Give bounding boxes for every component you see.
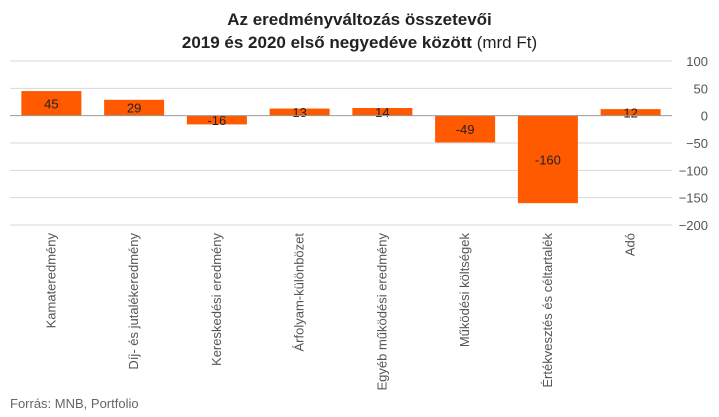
y-tick-label: −150 bbox=[679, 191, 708, 206]
bar bbox=[600, 109, 661, 116]
bar bbox=[352, 108, 413, 116]
x-tick-label: Árfolyam-különbözet bbox=[292, 233, 307, 352]
data-label: 29 bbox=[127, 101, 141, 116]
source-note: Forrás: MNB, Portfolio bbox=[10, 396, 139, 411]
data-label: 14 bbox=[375, 105, 389, 120]
data-label: 13 bbox=[292, 105, 306, 120]
title-line-1: Az eredményváltozás összetevői bbox=[227, 10, 492, 29]
y-tick-label: −100 bbox=[679, 163, 708, 178]
bar bbox=[104, 99, 165, 116]
bar bbox=[186, 115, 247, 125]
data-label: 45 bbox=[44, 96, 58, 111]
data-label: -16 bbox=[207, 113, 226, 128]
x-tick-label: Működési költségek bbox=[457, 233, 472, 348]
title-line-2: 2019 és 2020 első negyedéve között (mrd … bbox=[181, 33, 538, 52]
x-tick-label: Kamateredmény bbox=[43, 233, 58, 329]
y-tick-label: 0 bbox=[701, 109, 708, 124]
data-label: -49 bbox=[456, 122, 475, 137]
x-tick-label: Értékvesztés és céltartalék bbox=[540, 233, 555, 388]
x-tick-label: Díj- és jutalékeredmény bbox=[126, 233, 141, 370]
y-tick-label: 100 bbox=[686, 54, 708, 69]
data-label: 12 bbox=[623, 105, 637, 120]
bar bbox=[21, 91, 82, 116]
y-tick-label: −50 bbox=[686, 136, 708, 151]
x-tick-label: Egyéb működési eredmény bbox=[374, 233, 389, 391]
y-tick-label: −200 bbox=[679, 218, 708, 233]
data-label: -160 bbox=[535, 152, 561, 167]
y-tick-label: 50 bbox=[694, 81, 708, 96]
chart-title: Az eredményváltozás összetevői 2019 és 2… bbox=[0, 8, 719, 54]
bar bbox=[269, 108, 330, 116]
bar bbox=[435, 115, 496, 143]
x-tick-label: Adó bbox=[623, 233, 638, 256]
bar bbox=[517, 115, 578, 204]
x-tick-label: Kereskedési eredmény bbox=[209, 233, 224, 366]
